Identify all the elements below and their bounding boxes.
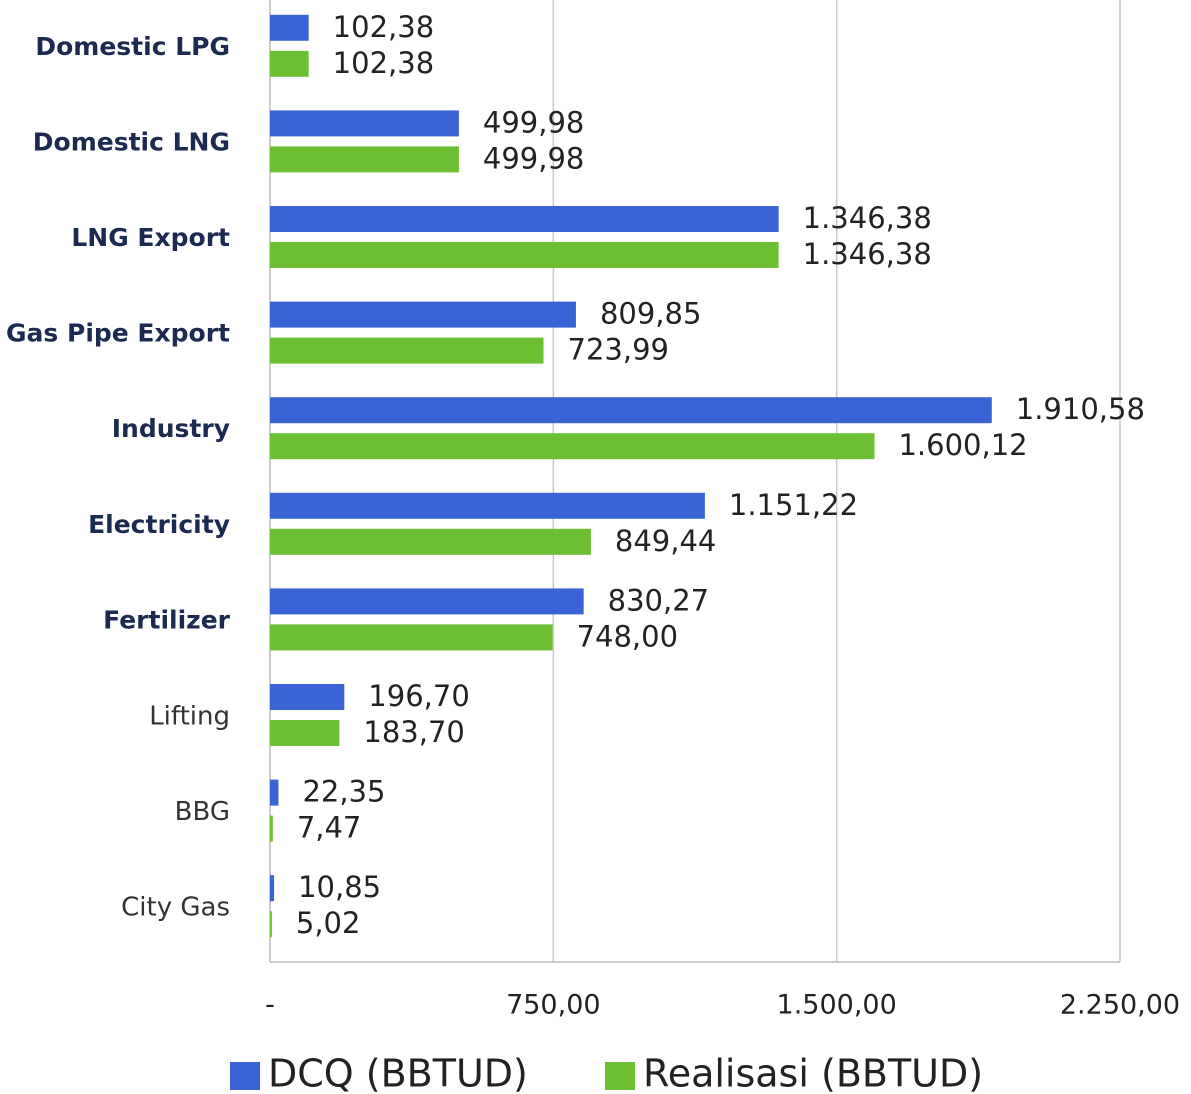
data-label: 102,38 [333, 10, 434, 44]
y-tick-label: Electricity [88, 510, 230, 539]
bar [270, 337, 544, 364]
data-label: 1.910,58 [1016, 392, 1145, 426]
bar [270, 684, 345, 710]
data-label: 849,44 [615, 524, 716, 558]
bar [270, 433, 875, 460]
bar [270, 397, 992, 424]
bar [270, 242, 779, 268]
bar [270, 779, 279, 806]
data-label: 1.346,38 [803, 237, 932, 271]
data-label: 22,35 [302, 775, 385, 809]
y-tick-label: Domestic LPG [35, 32, 230, 61]
y-tick-label: LNG Export [71, 223, 230, 252]
y-tick-label: Domestic LNG [33, 127, 230, 156]
legend-swatch [230, 1062, 260, 1090]
data-label: 1.346,38 [803, 201, 932, 235]
y-tick-label: Industry [112, 414, 230, 443]
bar [270, 875, 275, 902]
bar [270, 146, 459, 173]
legend-label: Realisasi (BBTUD) [643, 1052, 983, 1094]
x-tick-label: 750,00 [506, 990, 600, 1021]
bar [270, 528, 591, 555]
data-label: 10,85 [298, 870, 381, 904]
bar [270, 492, 705, 519]
x-tick-label: 2.250,00 [1060, 990, 1180, 1021]
y-tick-label: BBG [175, 797, 230, 827]
y-tick-label: Lifting [149, 702, 230, 732]
bar [270, 911, 272, 938]
legend-label: DCQ (BBTUD) [268, 1052, 528, 1094]
data-label: 7,47 [297, 811, 362, 845]
y-tick-label: Gas Pipe Export [6, 319, 230, 348]
bar [270, 815, 273, 842]
data-label: 196,70 [368, 679, 469, 713]
data-label: 809,85 [600, 297, 701, 331]
y-tick-label: Fertilizer [103, 605, 231, 634]
bar [270, 110, 459, 137]
data-label: 5,02 [296, 906, 361, 940]
x-tick-label: - [265, 990, 275, 1021]
bar [270, 588, 584, 615]
data-label: 723,99 [568, 333, 669, 367]
data-label: 1.600,12 [898, 428, 1027, 462]
data-label: 748,00 [577, 619, 678, 653]
bar [270, 206, 779, 232]
data-label: 499,98 [483, 105, 584, 139]
bar [270, 14, 309, 41]
legend-swatch [605, 1062, 635, 1090]
bar [270, 301, 576, 328]
data-label: 830,27 [608, 583, 709, 617]
data-label: 499,98 [483, 141, 584, 175]
bar [270, 624, 553, 651]
x-tick-label: 1.500,00 [777, 990, 897, 1021]
bar [270, 50, 309, 77]
data-label: 183,70 [363, 715, 464, 749]
data-label: 102,38 [333, 46, 434, 80]
y-tick-label: City Gas [121, 893, 230, 923]
data-label: 1.151,22 [729, 488, 858, 522]
bar [270, 720, 340, 746]
